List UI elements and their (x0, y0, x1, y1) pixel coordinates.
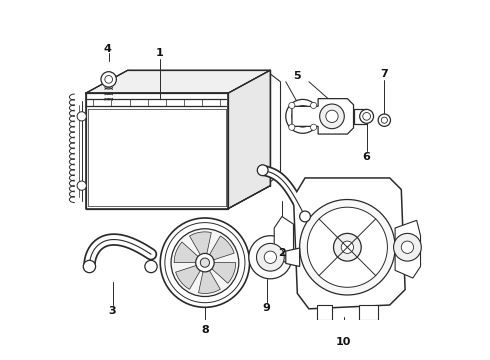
Polygon shape (274, 216, 294, 263)
Circle shape (307, 207, 388, 287)
Circle shape (145, 260, 157, 273)
Text: 6: 6 (363, 152, 370, 162)
Text: 7: 7 (380, 69, 388, 79)
Circle shape (289, 102, 295, 109)
Polygon shape (292, 99, 354, 134)
Polygon shape (210, 263, 236, 283)
Circle shape (289, 124, 295, 130)
Circle shape (165, 222, 245, 303)
Circle shape (360, 109, 373, 123)
Polygon shape (359, 305, 378, 320)
Polygon shape (354, 109, 367, 124)
Polygon shape (175, 265, 202, 289)
Circle shape (401, 241, 414, 253)
Polygon shape (86, 93, 228, 209)
Circle shape (171, 229, 239, 297)
Polygon shape (317, 305, 332, 320)
Circle shape (311, 102, 317, 109)
Circle shape (264, 251, 276, 264)
Polygon shape (208, 236, 234, 261)
Text: 3: 3 (109, 306, 116, 316)
Circle shape (319, 104, 344, 129)
Text: 5: 5 (294, 71, 301, 81)
Circle shape (326, 110, 338, 122)
Polygon shape (198, 268, 220, 293)
Text: 2: 2 (278, 248, 286, 258)
Circle shape (292, 105, 314, 127)
Polygon shape (190, 232, 211, 257)
Circle shape (378, 114, 391, 126)
Circle shape (393, 233, 421, 261)
Polygon shape (228, 70, 270, 209)
Polygon shape (294, 178, 405, 309)
Text: 1: 1 (156, 48, 164, 58)
Circle shape (298, 112, 307, 121)
Circle shape (341, 241, 354, 253)
Circle shape (105, 76, 113, 83)
Circle shape (83, 260, 96, 273)
Polygon shape (286, 248, 300, 266)
Circle shape (200, 258, 210, 267)
Polygon shape (174, 242, 200, 263)
Text: 4: 4 (103, 44, 111, 54)
Text: 10: 10 (336, 337, 351, 347)
Circle shape (101, 72, 117, 87)
Circle shape (77, 112, 86, 121)
Circle shape (286, 99, 319, 133)
Polygon shape (395, 220, 420, 278)
Circle shape (257, 243, 284, 271)
Circle shape (300, 199, 395, 295)
Circle shape (363, 112, 370, 120)
Circle shape (334, 233, 361, 261)
Circle shape (311, 124, 317, 130)
Text: 9: 9 (263, 303, 270, 313)
Circle shape (257, 165, 268, 176)
Circle shape (381, 117, 388, 123)
Text: 8: 8 (201, 325, 209, 336)
Polygon shape (86, 70, 270, 93)
Circle shape (160, 218, 249, 307)
Circle shape (196, 253, 214, 272)
Circle shape (77, 181, 86, 190)
Circle shape (249, 236, 292, 279)
Circle shape (300, 211, 311, 222)
